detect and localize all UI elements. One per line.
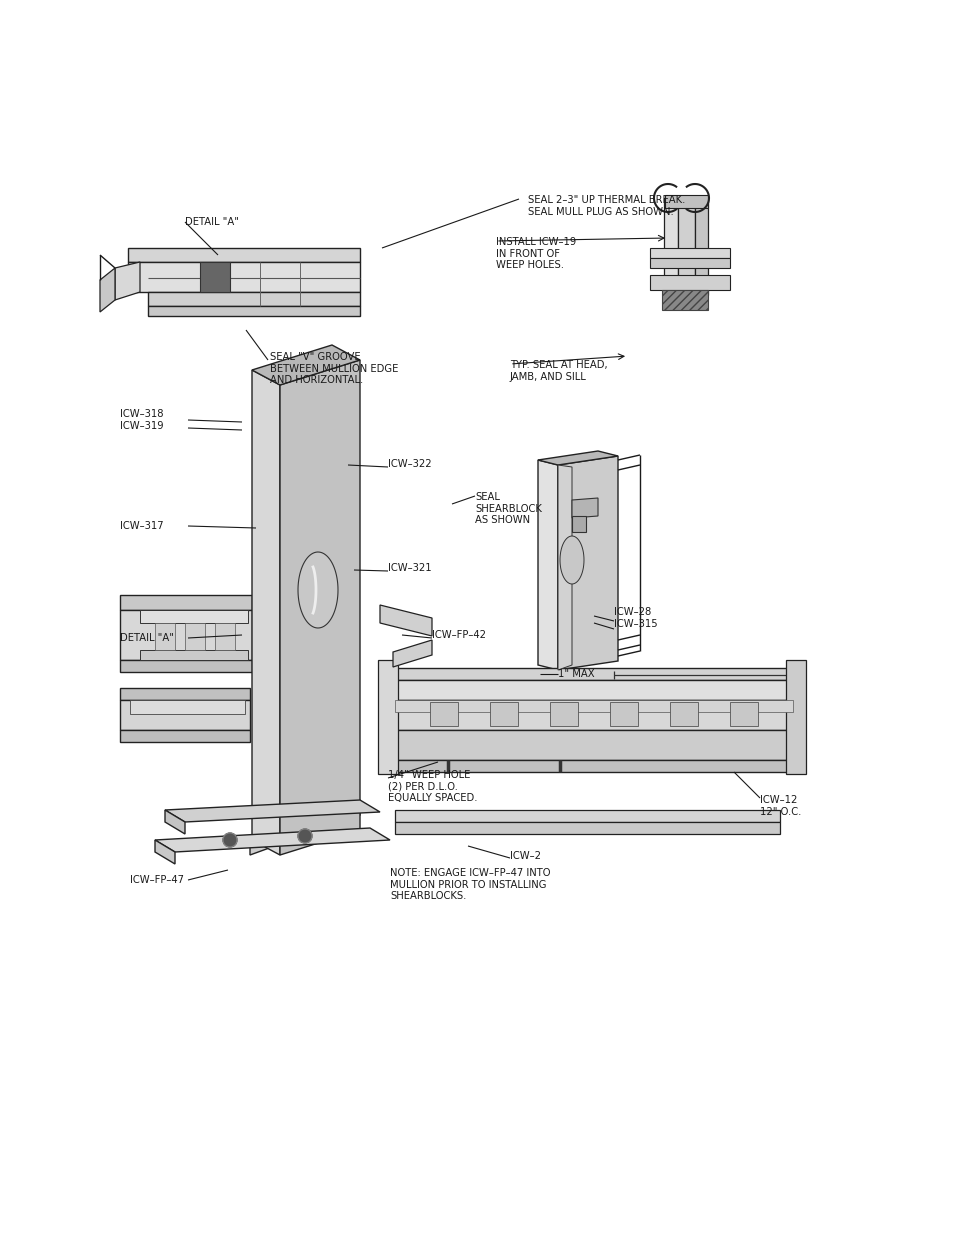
Polygon shape bbox=[390, 760, 797, 772]
Polygon shape bbox=[663, 198, 678, 295]
Text: ICW–318
ICW–319: ICW–318 ICW–319 bbox=[120, 409, 164, 431]
Polygon shape bbox=[120, 595, 252, 610]
Polygon shape bbox=[120, 610, 252, 659]
Polygon shape bbox=[395, 680, 792, 700]
Text: 1/4" WEEP HOLE
(2) PER D.L.O.
EQUALLY SPACED.: 1/4" WEEP HOLE (2) PER D.L.O. EQUALLY SP… bbox=[388, 769, 477, 803]
Text: INSTALL ICW–19
IN FRONT OF
WEEP HOLES.: INSTALL ICW–19 IN FRONT OF WEEP HOLES. bbox=[496, 237, 576, 270]
Polygon shape bbox=[664, 195, 707, 207]
Polygon shape bbox=[297, 552, 337, 627]
Text: SEAL 2–3" UP THERMAL BREAK.
SEAL MULL PLUG AS SHOWN.: SEAL 2–3" UP THERMAL BREAK. SEAL MULL PL… bbox=[527, 195, 684, 216]
Circle shape bbox=[297, 829, 312, 844]
Polygon shape bbox=[100, 268, 115, 312]
Polygon shape bbox=[154, 840, 174, 864]
Polygon shape bbox=[393, 640, 432, 667]
Polygon shape bbox=[165, 810, 185, 834]
Polygon shape bbox=[377, 659, 397, 774]
Polygon shape bbox=[550, 701, 578, 726]
Polygon shape bbox=[252, 345, 359, 385]
Text: ICW–28
ICW–315: ICW–28 ICW–315 bbox=[614, 608, 657, 629]
Text: ICW–2: ICW–2 bbox=[510, 851, 540, 861]
Polygon shape bbox=[390, 668, 797, 680]
Polygon shape bbox=[785, 659, 805, 774]
Polygon shape bbox=[390, 700, 797, 730]
Polygon shape bbox=[252, 370, 280, 855]
Polygon shape bbox=[148, 306, 359, 316]
Polygon shape bbox=[395, 823, 780, 834]
Polygon shape bbox=[128, 248, 359, 262]
Polygon shape bbox=[200, 262, 230, 291]
Text: DETAIL "A": DETAIL "A" bbox=[185, 217, 239, 227]
Polygon shape bbox=[661, 290, 707, 310]
Polygon shape bbox=[128, 262, 359, 291]
Polygon shape bbox=[609, 701, 638, 726]
Polygon shape bbox=[395, 810, 780, 823]
Text: ICW–12
12" O.C.: ICW–12 12" O.C. bbox=[760, 795, 801, 816]
Polygon shape bbox=[154, 827, 390, 852]
Text: ICW–321: ICW–321 bbox=[388, 563, 431, 573]
Text: TYP. SEAL AT HEAD,
JAMB, AND SILL: TYP. SEAL AT HEAD, JAMB, AND SILL bbox=[510, 359, 607, 382]
Text: ICW–FP–42: ICW–FP–42 bbox=[432, 630, 485, 640]
Text: ICW–322: ICW–322 bbox=[388, 459, 431, 469]
Polygon shape bbox=[120, 700, 250, 730]
Polygon shape bbox=[669, 701, 698, 726]
Polygon shape bbox=[649, 258, 729, 268]
Polygon shape bbox=[379, 605, 432, 636]
Polygon shape bbox=[115, 262, 140, 300]
Text: NOTE: ENGAGE ICW–FP–47 INTO
MULLION PRIOR TO INSTALLING
SHEARBLOCKS.: NOTE: ENGAGE ICW–FP–47 INTO MULLION PRIO… bbox=[390, 868, 550, 902]
Polygon shape bbox=[729, 701, 758, 726]
Polygon shape bbox=[280, 359, 359, 855]
Polygon shape bbox=[140, 650, 248, 659]
Polygon shape bbox=[250, 800, 359, 855]
Polygon shape bbox=[130, 700, 245, 714]
Polygon shape bbox=[148, 291, 359, 306]
Polygon shape bbox=[678, 198, 695, 295]
Text: DETAIL "A": DETAIL "A" bbox=[120, 634, 173, 643]
Polygon shape bbox=[165, 800, 379, 823]
Polygon shape bbox=[572, 516, 585, 532]
Polygon shape bbox=[649, 248, 729, 258]
Polygon shape bbox=[649, 275, 729, 290]
Text: SEAL "V" GROOVE
BETWEEN MULLION EDGE
AND HORIZONTAL.: SEAL "V" GROOVE BETWEEN MULLION EDGE AND… bbox=[270, 352, 398, 385]
Polygon shape bbox=[395, 700, 792, 713]
Polygon shape bbox=[120, 659, 252, 672]
Text: 1" MAX: 1" MAX bbox=[558, 669, 594, 679]
Polygon shape bbox=[120, 688, 250, 700]
Polygon shape bbox=[120, 730, 250, 742]
Polygon shape bbox=[140, 610, 248, 622]
Text: ICW–FP–47: ICW–FP–47 bbox=[130, 876, 184, 885]
Text: SEAL
SHEARBLOCK
AS SHOWN: SEAL SHEARBLOCK AS SHOWN bbox=[475, 492, 541, 525]
Polygon shape bbox=[390, 730, 797, 760]
Polygon shape bbox=[558, 456, 618, 671]
Text: ICW–317: ICW–317 bbox=[120, 521, 164, 531]
Polygon shape bbox=[490, 701, 517, 726]
Polygon shape bbox=[559, 536, 583, 584]
Polygon shape bbox=[695, 198, 707, 295]
Polygon shape bbox=[537, 459, 558, 671]
Polygon shape bbox=[185, 622, 205, 650]
Polygon shape bbox=[558, 466, 572, 671]
Polygon shape bbox=[430, 701, 457, 726]
Polygon shape bbox=[537, 451, 618, 466]
Polygon shape bbox=[214, 622, 234, 650]
Polygon shape bbox=[154, 622, 174, 650]
Circle shape bbox=[223, 832, 236, 847]
Polygon shape bbox=[572, 498, 598, 517]
